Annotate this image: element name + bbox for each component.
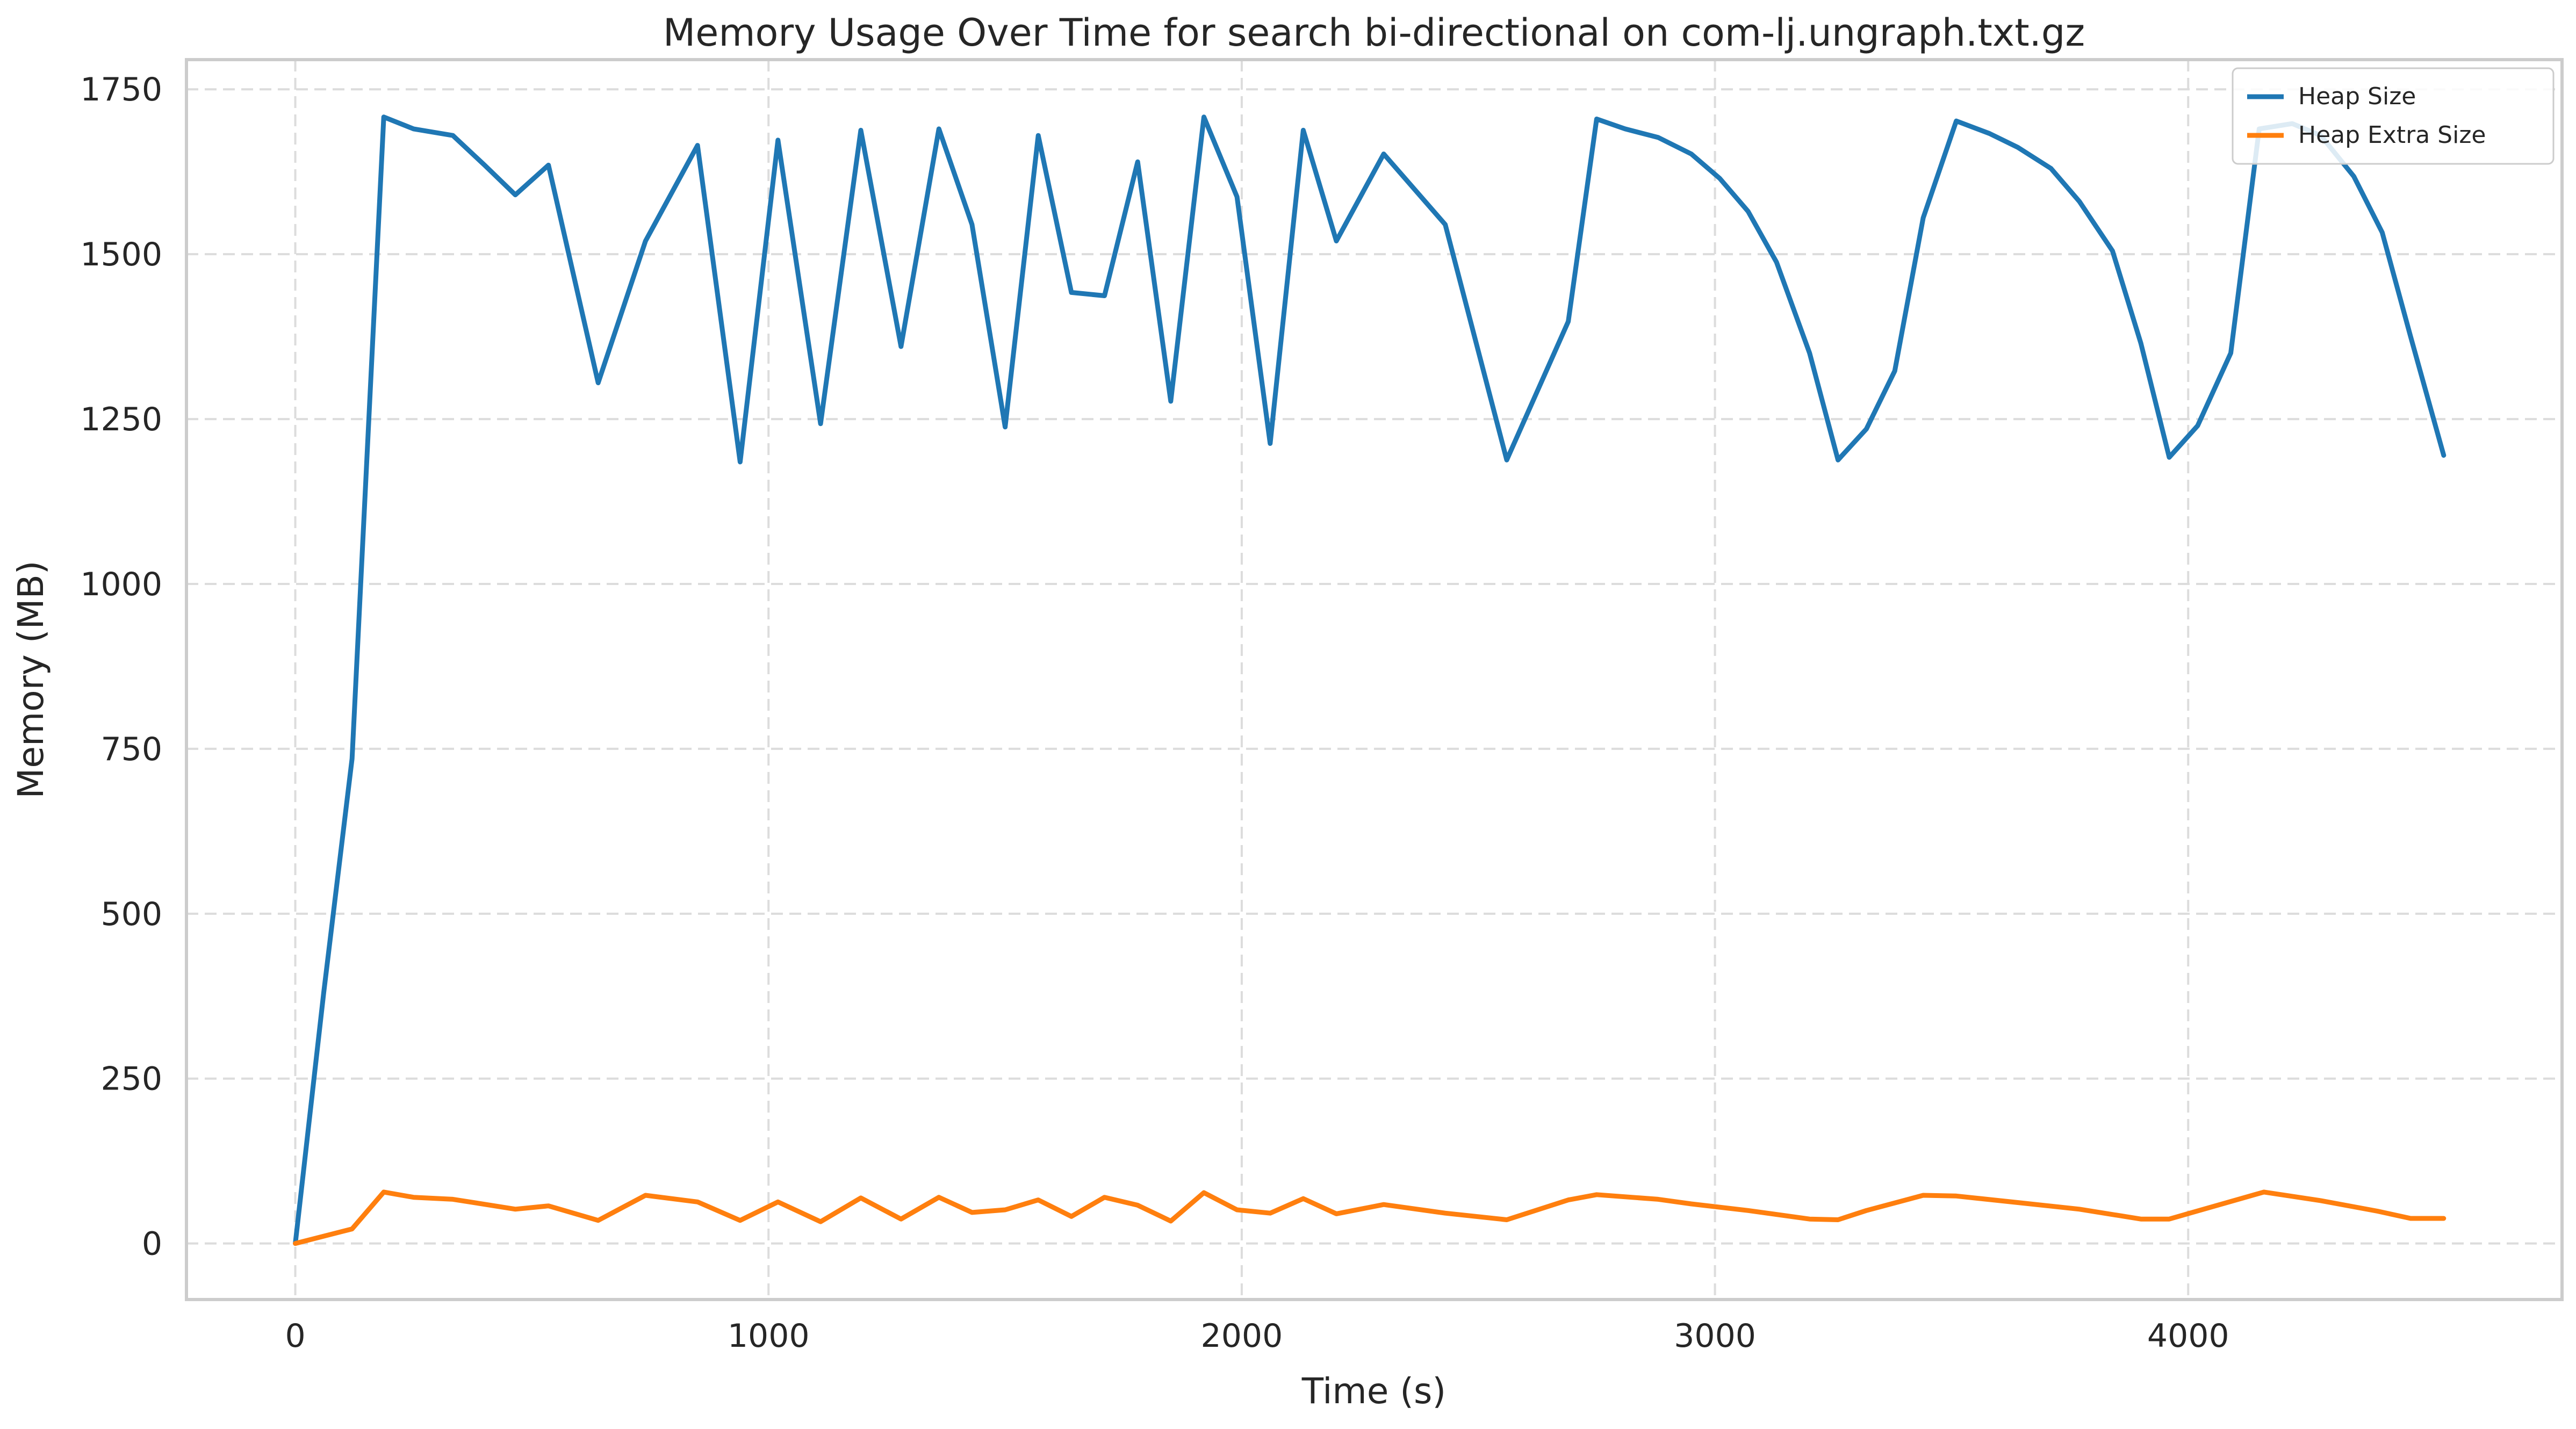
x-tick-label: 2000: [1201, 1317, 1283, 1355]
y-tick-label: 0: [142, 1225, 162, 1263]
legend: Heap Size Heap Extra Size: [2233, 68, 2553, 164]
y-tick-label: 500: [100, 896, 162, 933]
series-line-heap-size: [296, 117, 2444, 1244]
y-tick-label: 750: [100, 731, 162, 768]
x-tick-label: 1000: [728, 1317, 810, 1355]
y-tick-label: 1750: [80, 71, 162, 109]
y-tick-label: 1500: [80, 236, 162, 273]
x-tick-label: 0: [285, 1317, 305, 1355]
legend-label-heap-extra-size: Heap Extra Size: [2298, 121, 2486, 149]
y-tick-label: 1000: [80, 566, 162, 603]
grid-lines: [186, 60, 2562, 1300]
y-tick-label: 1250: [80, 401, 162, 438]
plot-area-frame: [186, 60, 2562, 1300]
legend-label-heap-size: Heap Size: [2298, 83, 2416, 110]
chart-title: Memory Usage Over Time for search bi-dir…: [663, 11, 2085, 55]
y-tick-label: 250: [100, 1060, 162, 1098]
y-axis-label: Memory (MB): [10, 560, 52, 798]
series-line-heap-extra-size: [296, 1192, 2444, 1244]
x-tick-label: 4000: [2147, 1317, 2229, 1355]
series-lines: [296, 117, 2444, 1244]
tick-labels: 0 1000 2000 3000 4000 0 250 500 750 1000 1250 1500 1…: [80, 71, 2229, 1355]
x-tick-label: 3000: [1674, 1317, 1756, 1355]
x-axis-label: Time (s): [1301, 1370, 1446, 1412]
